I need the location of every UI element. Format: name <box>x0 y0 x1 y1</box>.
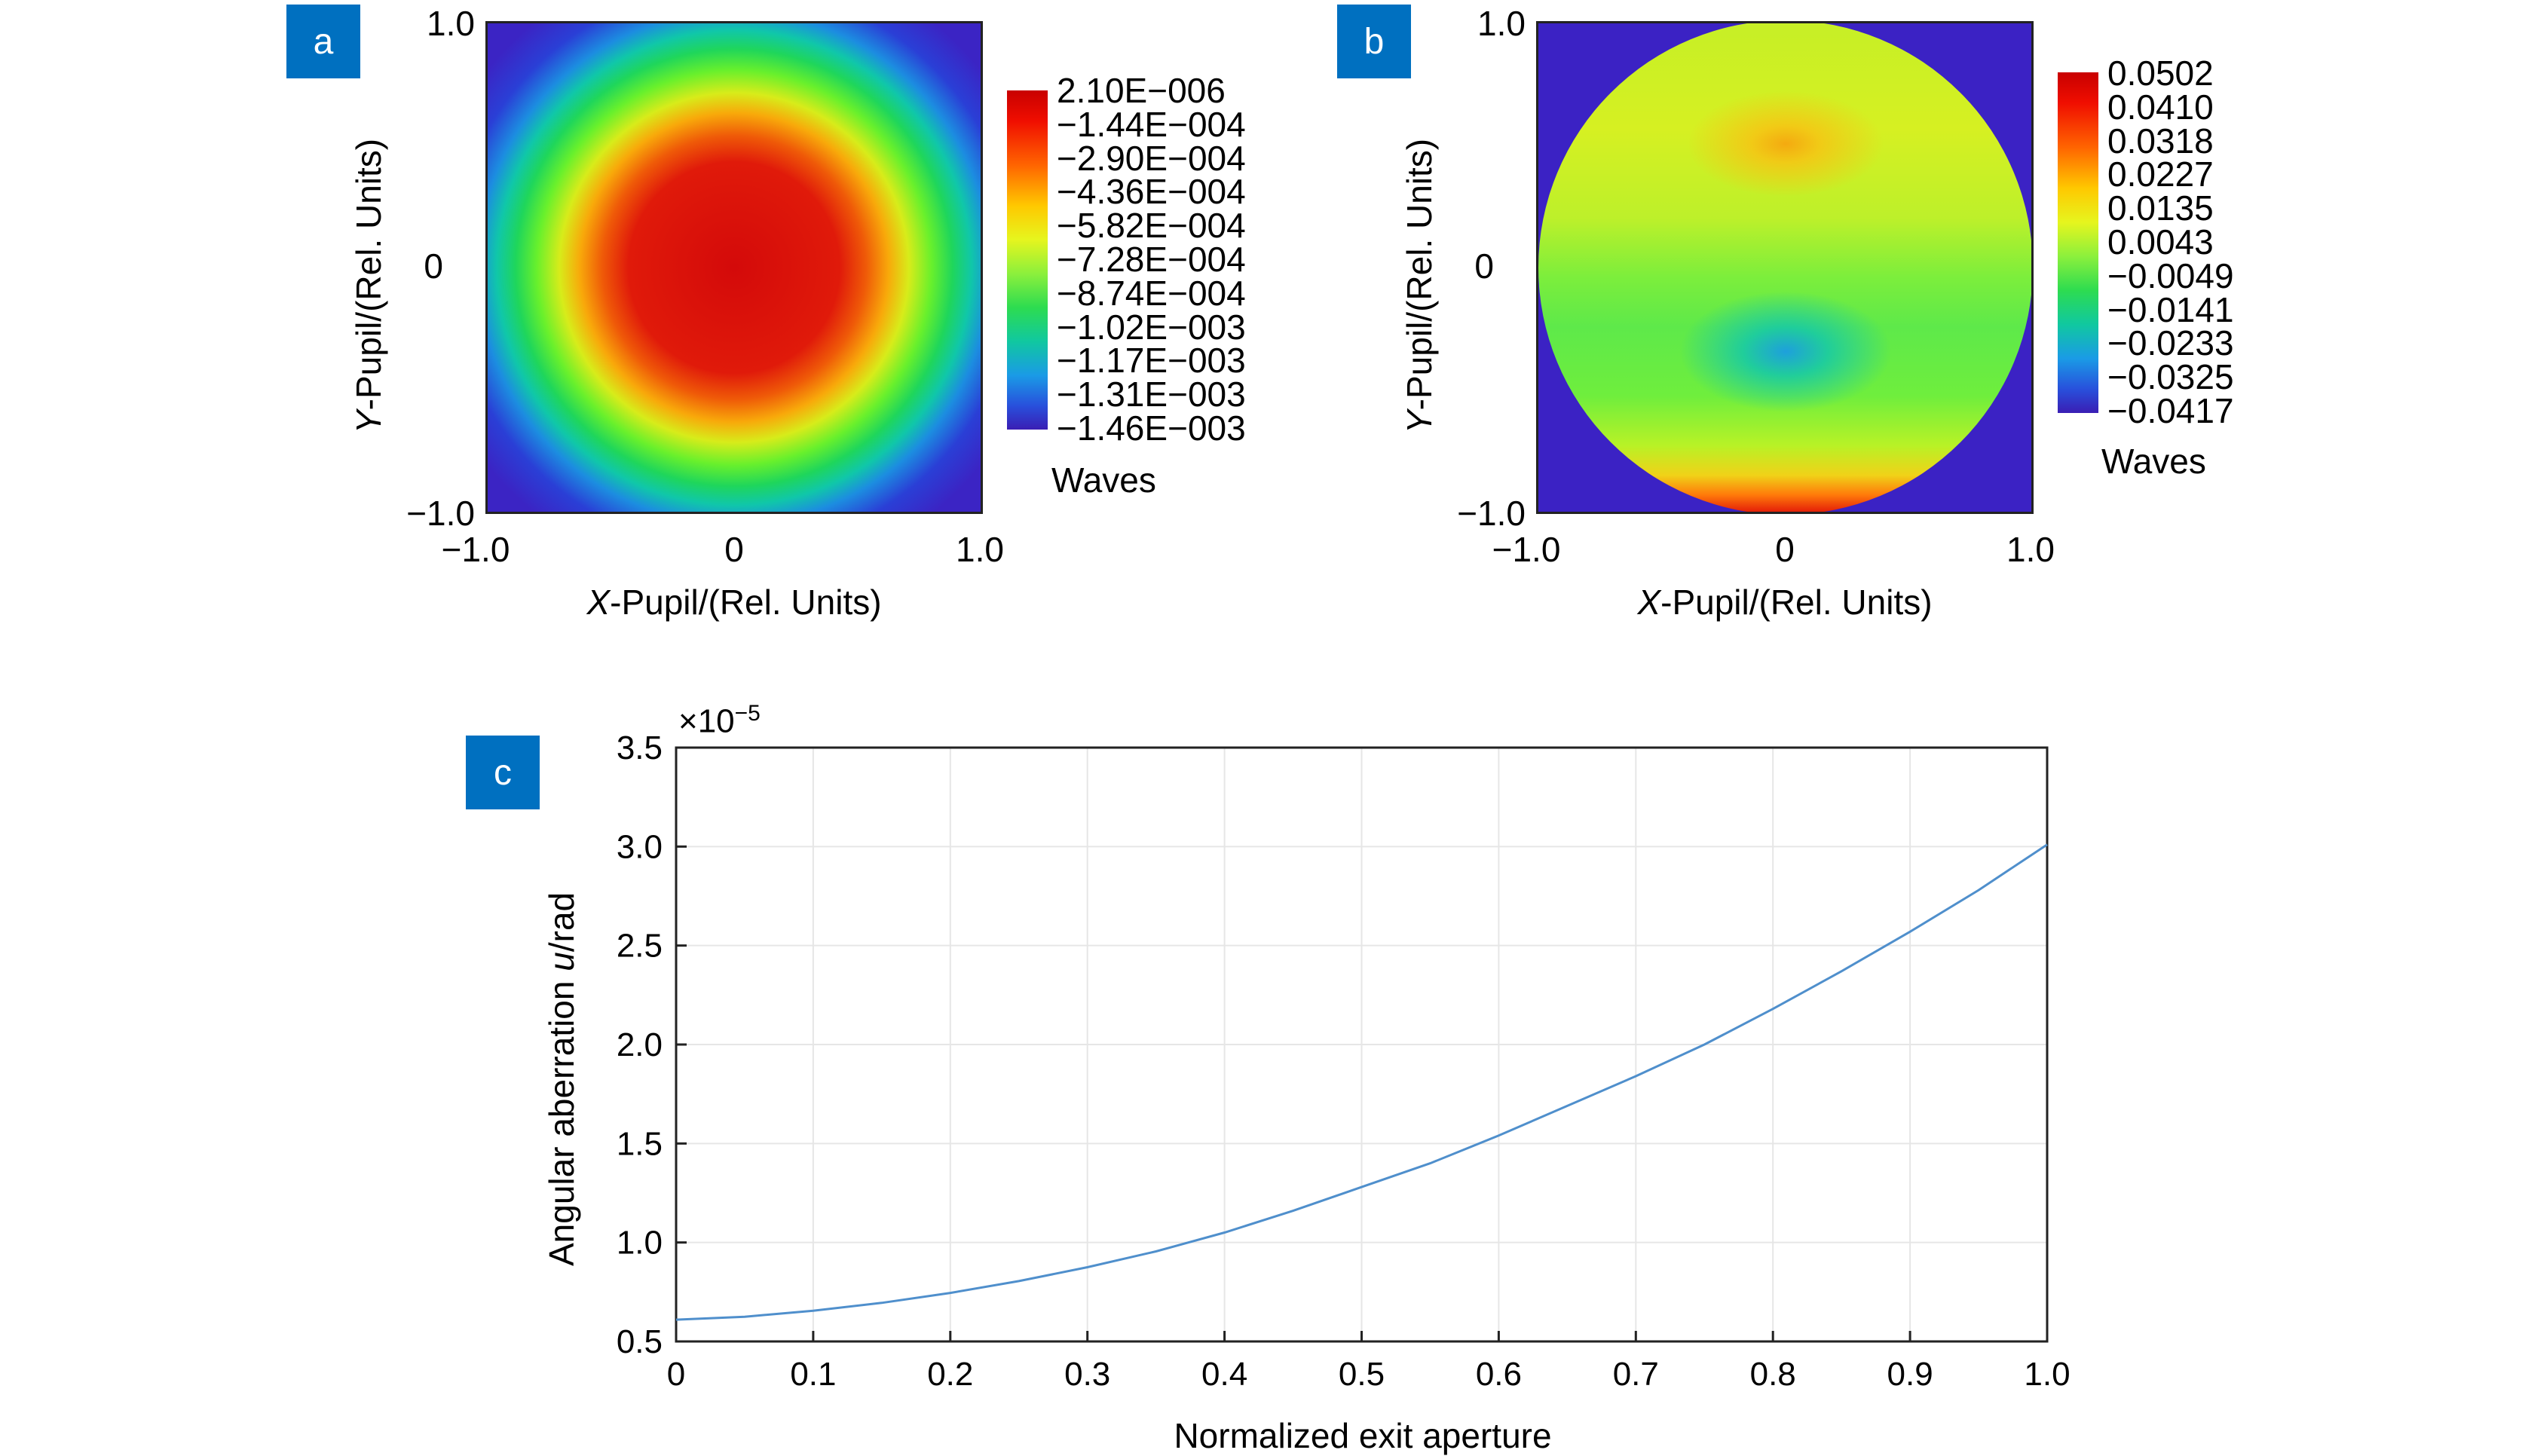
panel-a-xtick-right: 1.0 <box>956 530 1004 569</box>
x-tick-label: 0.4 <box>1201 1356 1247 1393</box>
panel-b-colorbar <box>2058 72 2098 413</box>
panel-b-ytick-top: 1.0 <box>1477 4 1526 43</box>
panel-a-colorbar-tick: −7.28E−004 <box>1057 240 1246 279</box>
panel-a-colorbar-tick: −1.31E−003 <box>1057 375 1246 414</box>
panel-a-badge: a <box>286 5 360 78</box>
panel-b-colorbar-tick: 0.0318 <box>2107 121 2214 161</box>
panel-a-xtick-left: −1.0 <box>441 530 510 569</box>
panel-a-colorbar-unit: Waves <box>1051 460 1156 500</box>
panel-b-pupil <box>1538 23 2031 512</box>
panel-a-colorbar-tick: −8.74E−004 <box>1057 273 1246 313</box>
panel-b-ytick-bottom: −1.0 <box>1457 494 1526 533</box>
panel-b-ytick-mid: 0 <box>1474 246 1494 286</box>
x-tick-label: 0.8 <box>1750 1356 1796 1393</box>
panel-c-badge: c <box>466 736 540 809</box>
y-tick-label: 3.5 <box>617 730 663 766</box>
x-tick-label: 0.5 <box>1339 1356 1385 1393</box>
aberration-series-line <box>675 843 2048 1321</box>
y-tick-label: 2.5 <box>617 928 663 965</box>
panel-b-xtick-right: 1.0 <box>2006 530 2055 569</box>
y-tick-label: 3.0 <box>617 828 663 865</box>
panel-a-colorbar-tick: −1.17E−003 <box>1057 341 1246 381</box>
y-tick-label: 0.5 <box>617 1323 663 1360</box>
panel-b-colorbar-tick: 0.0502 <box>2107 54 2214 93</box>
x-tick-label: 0.6 <box>1476 1356 1522 1393</box>
panel-b-colorbar-tick: −0.0141 <box>2107 289 2234 329</box>
panel-b-colorbar-unit: Waves <box>2101 442 2206 481</box>
x-tick-label: 0.9 <box>1887 1356 1933 1393</box>
panel-b-colorbar-tick: −0.0325 <box>2107 357 2234 397</box>
panel-b-colorbar-tick: 0.0135 <box>2107 188 2214 228</box>
panel-a-ytick-mid: 0 <box>424 246 443 286</box>
panel-a-colorbar-tick: 2.10E−006 <box>1057 71 1226 110</box>
panel-a-colorbar-tick: −1.02E−003 <box>1057 307 1246 347</box>
panel-a-colorbar-tick: −2.90E−004 <box>1057 138 1246 178</box>
x-tick-label: 0.2 <box>927 1356 973 1393</box>
plot-frame <box>675 746 2049 1343</box>
x-tick-label: 0.3 <box>1064 1356 1110 1393</box>
x-tick-label: 0.7 <box>1613 1356 1659 1393</box>
panel-b-colorbar-tick: 0.0227 <box>2107 154 2214 194</box>
panel-b-badge: b <box>1337 5 1411 78</box>
panel-c-xlabel: Normalized exit aperture <box>1174 1416 1552 1455</box>
panel-b-ylabel: Y-Pupil/(Rel. Units) <box>1400 138 1439 433</box>
x-tick-label: 0 <box>667 1356 685 1393</box>
panel-a-ytick-bottom: −1.0 <box>406 494 475 533</box>
panel-a-heatmap <box>485 21 983 514</box>
panel-c-ylabel: Angular aberration u/rad <box>542 892 581 1266</box>
panel-c-exponent: ×10−5 <box>678 701 761 740</box>
panel-b-colorbar-tick: −0.0233 <box>2107 323 2234 363</box>
panel-a-colorbar-tick: −5.82E−004 <box>1057 206 1246 246</box>
panel-a-colorbar-tick: −1.44E−004 <box>1057 104 1246 144</box>
x-tick-label: 1.0 <box>2024 1356 2070 1393</box>
panel-a-colorbar <box>1007 90 1048 430</box>
panel-b-xlabel: X-Pupil/(Rel. Units) <box>1637 583 1933 622</box>
panel-b-colorbar-tick: 0.0410 <box>2107 87 2214 127</box>
panel-a-colorbar-tick: −1.46E−003 <box>1057 408 1246 448</box>
panel-b-xtick-left: −1.0 <box>1492 530 1561 569</box>
y-tick-label: 2.0 <box>617 1026 663 1063</box>
panel-b-xtick-mid: 0 <box>1775 530 1795 569</box>
panel-b-heatmap <box>1536 21 2034 514</box>
y-tick-label: 1.0 <box>617 1225 663 1262</box>
panel-a-xlabel: X-Pupil/(Rel. Units) <box>586 583 882 622</box>
x-tick-label: 0.1 <box>790 1356 836 1393</box>
panel-b-colorbar-tick: −0.0049 <box>2107 255 2234 295</box>
y-tick-label: 1.5 <box>617 1125 663 1162</box>
panel-a-ylabel: Y-Pupil/(Rel. Units) <box>349 138 388 433</box>
panel-a-colorbar-tick: −4.36E−004 <box>1057 172 1246 212</box>
panel-a-xtick-mid: 0 <box>724 530 744 569</box>
panel-a-ytick-top: 1.0 <box>427 4 475 43</box>
panel-b-colorbar-tick: 0.0043 <box>2107 222 2214 262</box>
panel-b-colorbar-tick: −0.0417 <box>2107 391 2234 430</box>
